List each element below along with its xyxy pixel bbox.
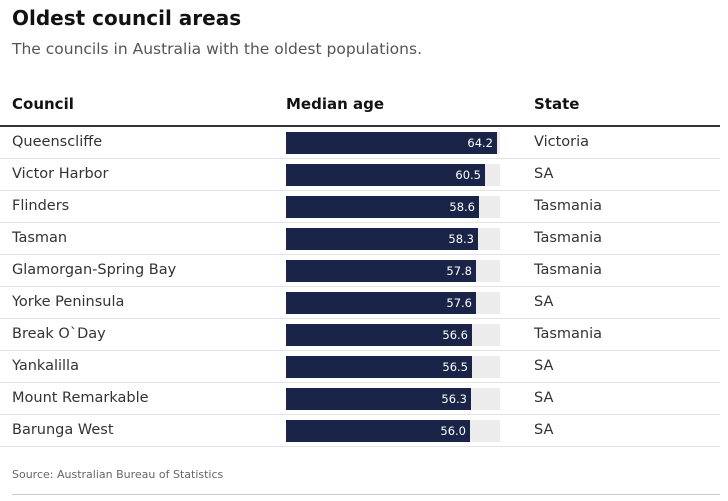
median-age-bar: 57.8 — [286, 260, 476, 282]
table-row: Tasman 58.3 Tasmania — [0, 223, 720, 255]
council-column-header: Council — [12, 95, 74, 113]
median-age-bar: 64.2 — [286, 132, 497, 154]
state-name: SA — [534, 358, 554, 374]
state-name: Tasmania — [534, 230, 603, 246]
bar-value-label: 56.6 — [442, 328, 468, 342]
council-name: Flinders — [12, 198, 70, 214]
median-age-bar: 56.3 — [286, 388, 471, 410]
council-name: Break O`Day — [12, 326, 106, 342]
council-name: Barunga West — [12, 422, 114, 438]
median-age-bar: 56.0 — [286, 420, 470, 442]
state-name: SA — [534, 166, 554, 182]
bar-value-label: 64.2 — [467, 136, 493, 150]
table-row: Yankalilla 56.5 SA — [0, 351, 720, 383]
table-row: Yorke Peninsula 57.6 SA — [0, 287, 720, 319]
table-row: Queenscliffe 64.2 Victoria — [0, 127, 720, 159]
table-row: Barunga West 56.0 SA — [0, 415, 720, 447]
footer-divider — [12, 494, 720, 495]
state-name: SA — [534, 422, 554, 438]
bar-value-label: 57.6 — [446, 296, 472, 310]
bar-track: 60.5 — [286, 164, 500, 186]
state-name: Tasmania — [534, 326, 603, 342]
bar-track: 64.2 — [286, 132, 500, 154]
median-age-column-header: Median age — [286, 95, 385, 113]
bar-track: 57.6 — [286, 292, 500, 314]
bar-value-label: 60.5 — [455, 168, 481, 182]
median-age-bar: 57.6 — [286, 292, 476, 314]
state-name: Tasmania — [534, 198, 603, 214]
median-age-bar: 56.6 — [286, 324, 472, 346]
state-name: Tasmania — [534, 262, 603, 278]
council-name: Yorke Peninsula — [12, 294, 125, 310]
bar-track: 56.6 — [286, 324, 500, 346]
bar-track: 57.8 — [286, 260, 500, 282]
bar-value-label: 56.5 — [442, 360, 468, 374]
state-name: SA — [534, 294, 554, 310]
bar-track: 58.6 — [286, 196, 500, 218]
bar-value-label: 58.3 — [448, 232, 474, 246]
council-name: Yankalilla — [12, 358, 79, 374]
table-row: Break O`Day 56.6 Tasmania — [0, 319, 720, 351]
source-note: Source: Australian Bureau of Statistics — [12, 468, 224, 481]
bar-track: 58.3 — [286, 228, 500, 250]
header-divider — [0, 125, 720, 127]
state-name: Victoria — [534, 134, 590, 150]
bar-value-label: 56.3 — [441, 392, 467, 406]
chart-subtitle: The councils in Australia with the oldes… — [12, 40, 422, 58]
bar-track: 56.5 — [286, 356, 500, 378]
council-name: Tasman — [12, 230, 68, 246]
median-age-bar: 58.6 — [286, 196, 479, 218]
council-name: Queenscliffe — [12, 134, 103, 150]
median-age-bar: 56.5 — [286, 356, 472, 378]
bar-value-label: 56.0 — [440, 424, 466, 438]
state-name: SA — [534, 390, 554, 406]
table-row: Mount Remarkable 56.3 SA — [0, 383, 720, 415]
table-row: Glamorgan-Spring Bay 57.8 Tasmania — [0, 255, 720, 287]
bar-value-label: 58.6 — [449, 200, 475, 214]
chart-title: Oldest council areas — [12, 6, 242, 30]
state-column-header: State — [534, 95, 580, 113]
median-age-bar: 58.3 — [286, 228, 478, 250]
bar-value-label: 57.8 — [446, 264, 472, 278]
median-age-bar: 60.5 — [286, 164, 485, 186]
table-row: Flinders 58.6 Tasmania — [0, 191, 720, 223]
council-name: Mount Remarkable — [12, 390, 149, 406]
bar-track: 56.0 — [286, 420, 500, 442]
council-name: Glamorgan-Spring Bay — [12, 262, 177, 278]
council-name: Victor Harbor — [12, 166, 109, 182]
bar-track: 56.3 — [286, 388, 500, 410]
table-row: Victor Harbor 60.5 SA — [0, 159, 720, 191]
